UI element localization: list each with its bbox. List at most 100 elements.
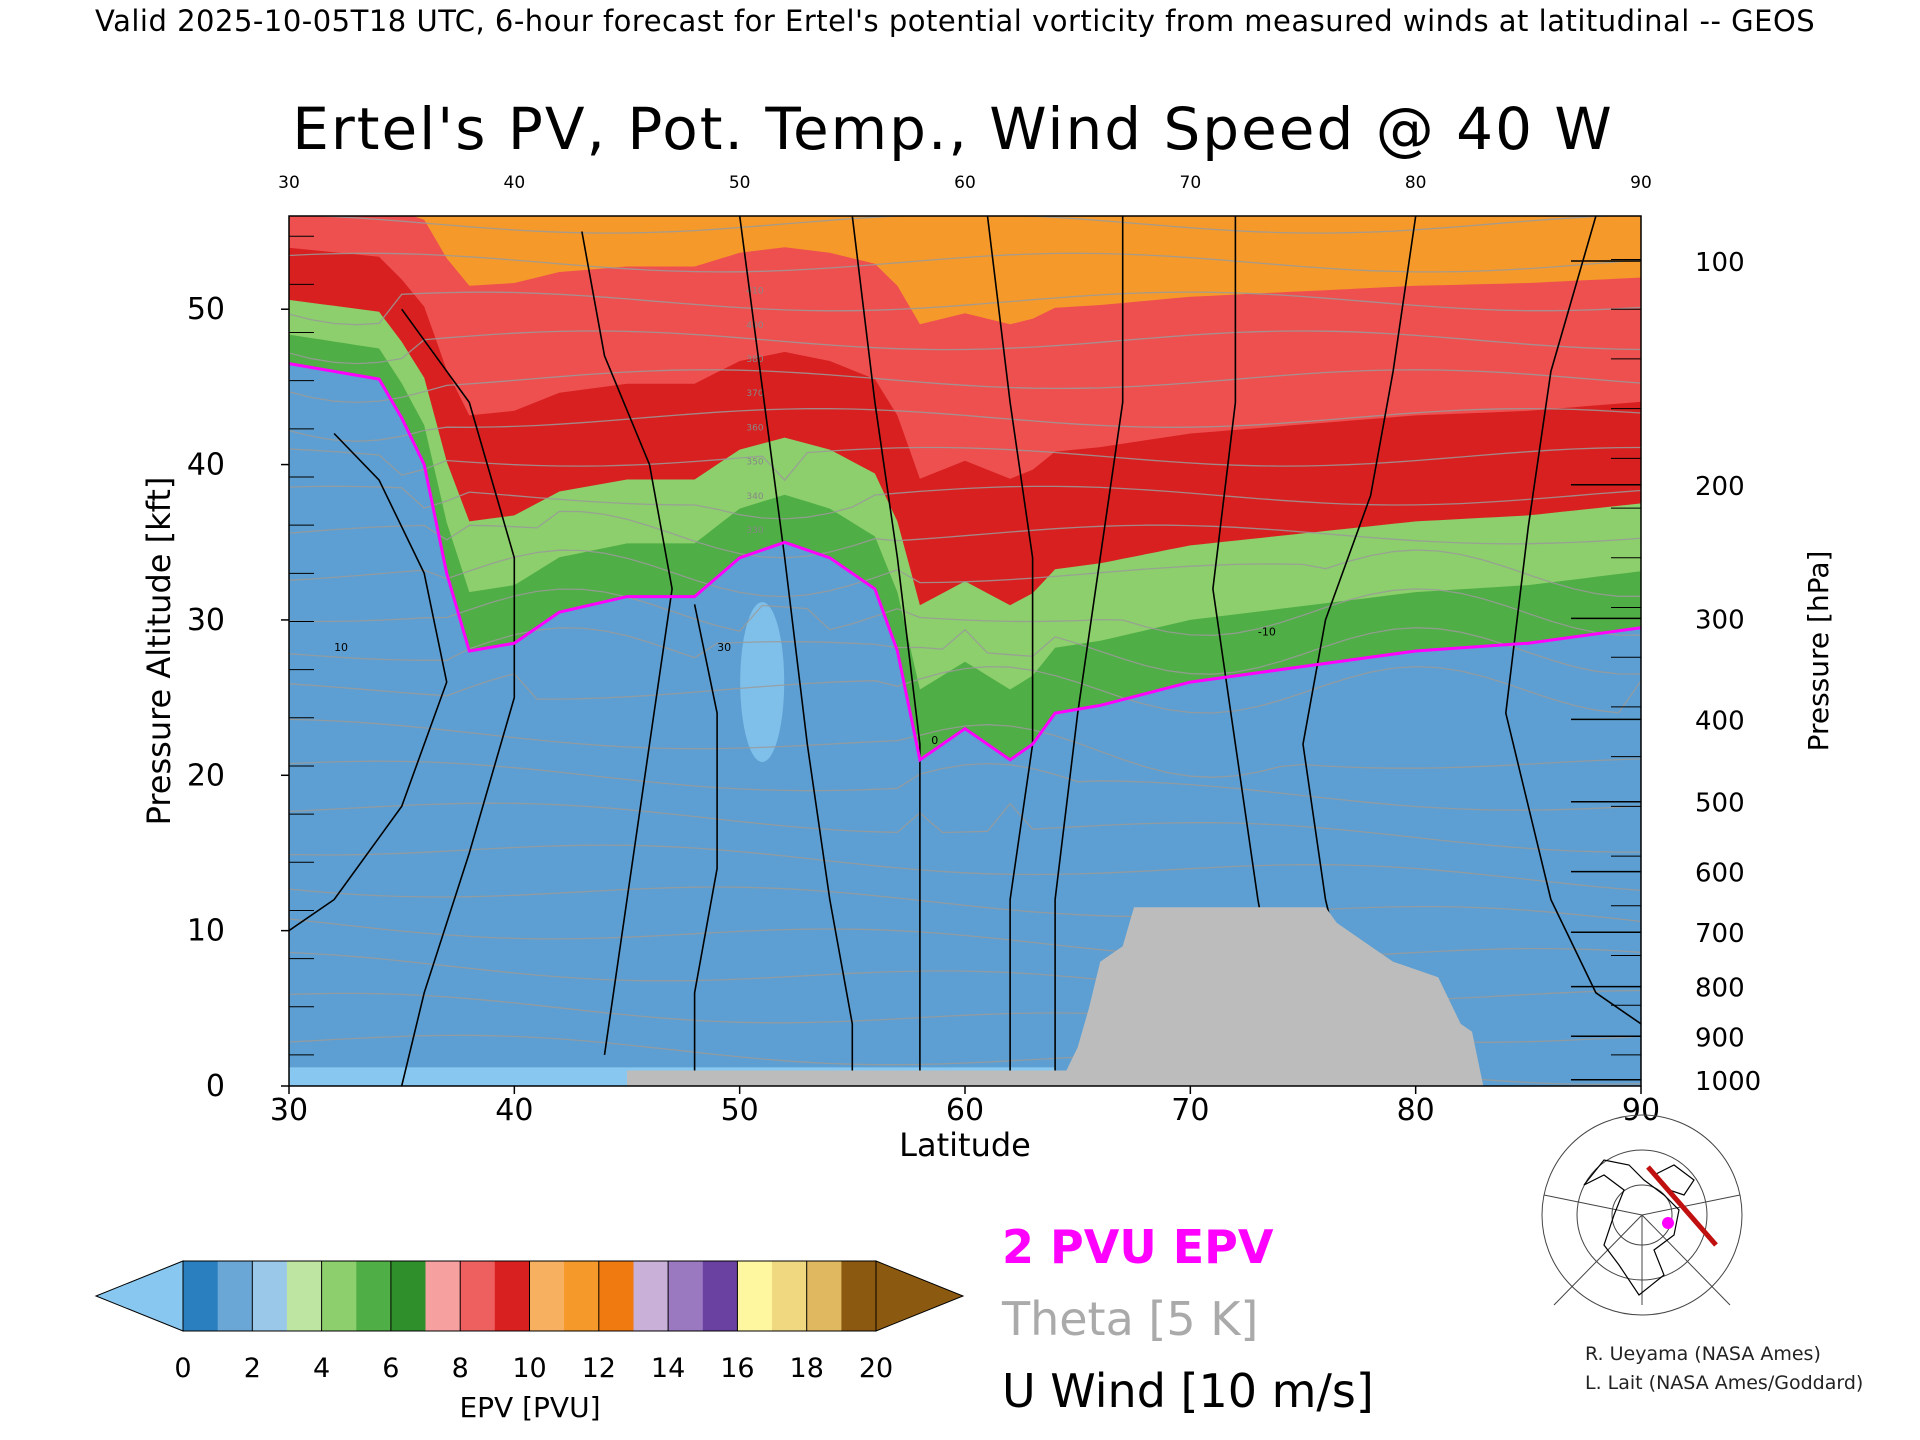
pressure-axis-label: Pressure [hPa]: [1802, 551, 1835, 752]
pressure-tick-label: 500: [1695, 789, 1745, 819]
y-tick-label: 0: [206, 1069, 225, 1104]
header-text: Valid 2025-10-05T18 UTC, 6-hour forecast…: [95, 4, 1816, 38]
wind-label: 30: [717, 641, 731, 654]
chart-title: Ertel's PV, Pot. Temp., Wind Speed @ 40 …: [0, 95, 1920, 163]
chart-title-text: Ertel's PV, Pot. Temp., Wind Speed @ 40 …: [292, 95, 1614, 163]
colorbar-label: EPV [PVU]: [459, 1391, 600, 1424]
colorbar-cell: [356, 1261, 392, 1331]
colorbar-cell: [806, 1261, 842, 1331]
wind-contour: [738, 216, 854, 1086]
theta-label: 360: [746, 423, 763, 433]
theta-label: 410: [746, 287, 763, 297]
wind-contour: [581, 231, 673, 1056]
colorbar-tick-label: 20: [859, 1353, 893, 1384]
x-tick-label: 70: [1171, 1093, 1209, 1128]
x-axis: 30 40 50 60 70 80 90: [270, 1086, 1660, 1128]
credit-ueyama: R. Ueyama (NASA Ames): [1585, 1343, 1821, 1365]
wind-contour: [400, 308, 516, 1086]
x-tick-label: 30: [270, 1093, 308, 1128]
theta-contour: [289, 718, 1641, 778]
theta-contour: [289, 802, 1641, 853]
theta-contour: [289, 510, 1641, 559]
colorbar-cell: [321, 1261, 357, 1331]
theta-label: 400: [746, 321, 763, 331]
theta-label: 340: [746, 492, 763, 502]
colorbar-tick-label: 6: [382, 1353, 399, 1384]
pressure-tick-label: 800: [1695, 974, 1745, 1004]
map-location-dot: [1662, 1217, 1674, 1229]
pressure-tick-label: 1000: [1695, 1067, 1761, 1097]
x-top-axis: 30 40 50 60 70 80 90: [278, 173, 1652, 193]
legend-theta: Theta [5 K]: [1002, 1292, 1259, 1346]
colorbar: 0 2 4 6 8 10 12 14 16 18 20 EPV [PVU]: [94, 1260, 965, 1424]
wind-contours: 10 30 0 -10: [289, 216, 1641, 1086]
y-tick-label: 10: [187, 914, 225, 949]
wind-label: 0: [931, 734, 938, 747]
colorbar-cell: [460, 1261, 496, 1331]
colorbar-cell: [286, 1261, 322, 1331]
theta-contour: [289, 485, 1641, 520]
colorbar-cell: [494, 1261, 530, 1331]
legend-pv: 2 PVU EPV: [1002, 1220, 1274, 1274]
colorbar-cell: [668, 1261, 704, 1331]
wind-label: 10: [334, 641, 348, 654]
legend-wind: U Wind [10 m/s]: [1002, 1364, 1374, 1418]
theta-label: 330: [746, 526, 763, 536]
theta-label: 370: [746, 389, 763, 399]
y-tick-label: 50: [187, 292, 225, 327]
pressure-tick-label: 700: [1695, 919, 1745, 949]
theta-contour: [289, 886, 1641, 923]
theta-contour: [289, 330, 1641, 365]
theta-contour: [289, 252, 1641, 273]
wind-label: -10: [1258, 625, 1276, 638]
colorbar-tick-label: 14: [651, 1353, 685, 1384]
y-tick-label: 30: [187, 603, 225, 638]
wind-contour: [986, 216, 1034, 1086]
theta-label: 380: [746, 355, 763, 365]
x-top-tick-label: 80: [1405, 173, 1427, 193]
x-top-tick-label: 30: [278, 173, 300, 193]
pressure-tick-label: 600: [1695, 859, 1745, 889]
x-top-tick-label: 40: [504, 173, 526, 193]
colorbar-over-arrow: [875, 1260, 965, 1332]
x-top-tick-label: 50: [729, 173, 751, 193]
theta-label: 350: [746, 458, 763, 468]
colorbar-cell: [252, 1261, 288, 1331]
x-top-tick-label: 90: [1630, 173, 1652, 193]
pressure-tick-label: 900: [1695, 1023, 1745, 1053]
colorbar-tick-label: 8: [452, 1353, 469, 1384]
pressure-tick-label: 100: [1695, 248, 1745, 278]
pv-band-4: [289, 216, 1641, 325]
x-tick-label: 80: [1397, 1093, 1435, 1128]
y-axis-label: Pressure Altitude [kft]: [140, 477, 178, 826]
colorbar-cell: [633, 1261, 669, 1331]
theta-contour: [289, 369, 1641, 404]
pv-2pvu-contour: [289, 362, 1641, 763]
colorbar-tick-label: 4: [313, 1353, 330, 1384]
x-tick-label: 50: [721, 1093, 759, 1128]
colorbar-cell: [702, 1261, 738, 1331]
theta-contour: [289, 918, 1641, 960]
plot-area: 410 400 380 370 360 350 340 330 10 30 0 -10: [289, 216, 1641, 1086]
x-tick-label: 60: [946, 1093, 984, 1128]
colorbar-under-arrow: [94, 1260, 184, 1332]
map-meridian-3: [1543, 1194, 1643, 1216]
map-transect-line: [1646, 1165, 1718, 1247]
x-tick-label: 40: [495, 1093, 533, 1128]
map-inset: [1541, 1114, 1743, 1316]
map-graticule-outer: [1541, 1114, 1743, 1316]
colorbar-cell: [772, 1261, 808, 1331]
pressure-tick-label: 300: [1695, 605, 1745, 635]
wind-contour: [1054, 216, 1124, 1086]
colorbar-tick-label: 18: [790, 1353, 824, 1384]
wind-contour: [851, 216, 921, 1086]
map-meridian-1: [1553, 1214, 1643, 1306]
low-pv-pocket: [740, 602, 785, 763]
colorbar-cell: [564, 1261, 600, 1331]
theta-contour: [289, 407, 1641, 442]
y-tick-label: 40: [187, 448, 225, 483]
colorbar-cell: [217, 1261, 253, 1331]
terrain-mask: [627, 907, 1484, 1086]
